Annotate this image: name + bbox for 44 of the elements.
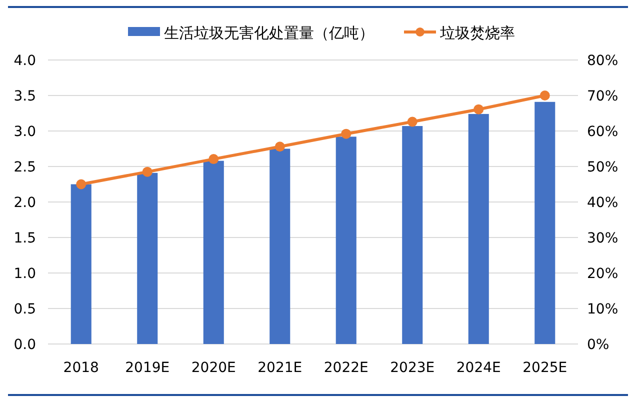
point — [142, 166, 152, 177]
y2-tick-label: 20% — [587, 266, 618, 282]
bar — [70, 184, 92, 344]
x-tick-label: 2022E — [324, 360, 368, 376]
bar — [203, 160, 224, 344]
y2-tick-label: 10% — [587, 302, 618, 318]
legend-label: 垃圾焚烧率 — [439, 24, 515, 42]
point — [274, 142, 285, 152]
y-tick-label: 0.0 — [14, 337, 36, 353]
bar — [468, 114, 489, 344]
bar — [137, 172, 158, 344]
y-tick-label: 0.5 — [14, 302, 36, 318]
y2-tick-label: 30% — [587, 230, 618, 246]
y-tick-label: 2.0 — [14, 195, 36, 211]
bar — [270, 148, 290, 344]
y-tick-label: 4.0 — [14, 53, 36, 69]
y2-tick-label: 80% — [587, 53, 618, 69]
x-tick-label: 2019E — [125, 360, 170, 376]
legend-label: 生活垃圾无害化处置量（亿吨） — [164, 24, 374, 42]
x-tick-label: 2018 — [63, 360, 99, 376]
bar — [402, 126, 423, 344]
bar — [534, 102, 556, 344]
point — [407, 116, 418, 127]
y-tick-label: 1.5 — [14, 230, 36, 246]
x-tick-label: 2023E — [390, 360, 435, 376]
y-tick-label: 3.5 — [14, 88, 36, 104]
y2-tick-label: 40% — [587, 195, 618, 211]
y2-tick-label: 50% — [587, 160, 618, 176]
point — [540, 90, 550, 100]
x-tick-label: 2020E — [191, 360, 236, 376]
y-tick-label: 2.5 — [14, 160, 36, 176]
x-tick-label: 2021E — [258, 360, 302, 376]
y2-tick-label: 0% — [587, 337, 610, 353]
x-tick-label: 2024E — [456, 360, 501, 376]
point — [341, 128, 352, 139]
point — [76, 179, 86, 190]
y-tick-label: 1.0 — [14, 266, 36, 282]
bar — [336, 136, 356, 344]
point — [208, 154, 219, 164]
y-tick-label: 3.0 — [14, 124, 36, 140]
y2-tick-label: 70% — [587, 88, 618, 104]
point — [474, 104, 484, 114]
x-tick-label: 2025E — [522, 360, 568, 376]
y2-tick-label: 60% — [587, 124, 618, 140]
